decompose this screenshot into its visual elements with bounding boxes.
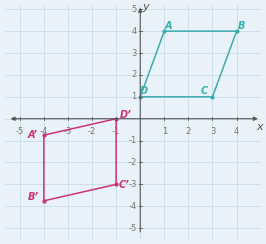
Text: B’: B’ xyxy=(27,192,39,202)
Text: 1: 1 xyxy=(162,127,167,136)
Text: 1: 1 xyxy=(131,92,137,101)
Text: 4: 4 xyxy=(234,127,239,136)
Text: -1: -1 xyxy=(128,136,137,145)
Text: -3: -3 xyxy=(64,127,72,136)
Text: A: A xyxy=(164,21,172,31)
Text: 3: 3 xyxy=(131,49,137,58)
Text: -5: -5 xyxy=(128,224,137,233)
Text: A’: A’ xyxy=(28,130,38,140)
Text: -5: -5 xyxy=(16,127,24,136)
Text: 3: 3 xyxy=(210,127,215,136)
Text: -4: -4 xyxy=(128,202,137,211)
Text: -4: -4 xyxy=(40,127,48,136)
Text: D: D xyxy=(140,86,148,96)
Text: C’: C’ xyxy=(119,181,130,191)
Text: x: x xyxy=(256,122,263,132)
Text: y: y xyxy=(142,2,149,12)
Text: -2: -2 xyxy=(128,158,137,167)
Text: C: C xyxy=(201,86,208,96)
Text: -3: -3 xyxy=(128,180,137,189)
Text: 5: 5 xyxy=(131,5,137,14)
Text: -1: -1 xyxy=(112,127,120,136)
Text: 4: 4 xyxy=(131,27,137,36)
Text: B: B xyxy=(238,21,245,31)
Text: -2: -2 xyxy=(88,127,96,136)
Text: 2: 2 xyxy=(186,127,191,136)
Text: D’: D’ xyxy=(119,110,131,120)
Text: 2: 2 xyxy=(131,71,137,80)
